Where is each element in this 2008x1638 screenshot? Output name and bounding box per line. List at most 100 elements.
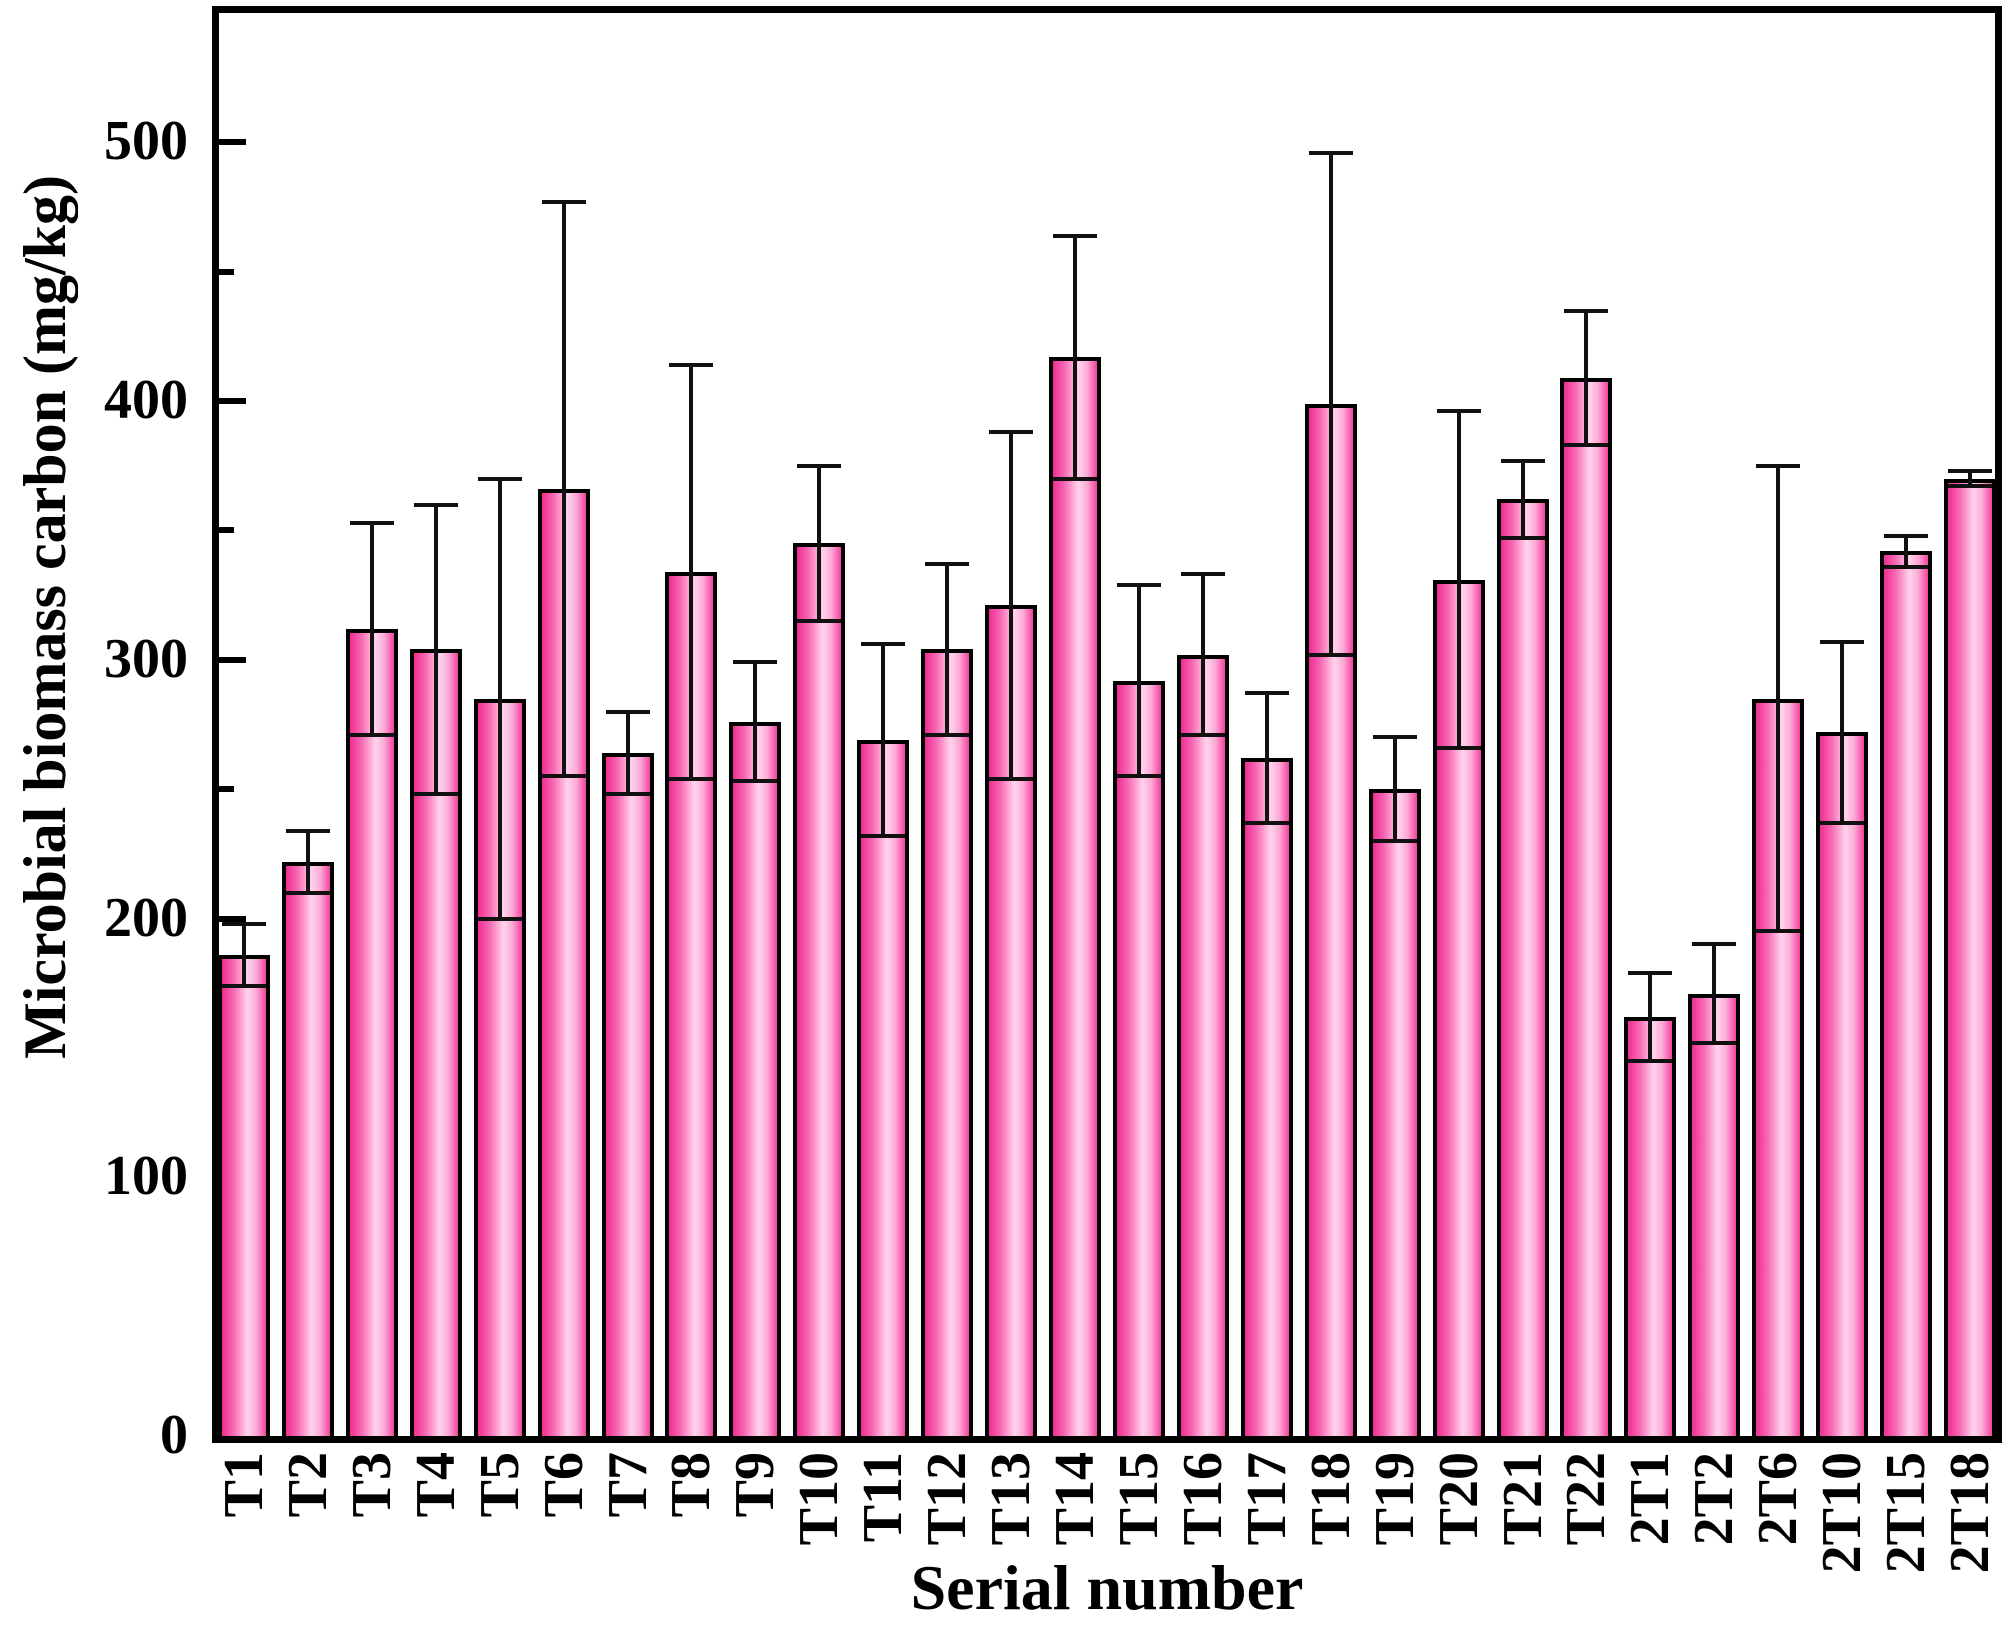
x-tick-label: T13 — [980, 1452, 1043, 1546]
y-major-tick — [219, 915, 246, 922]
bar — [1112, 680, 1165, 1436]
y-tick-label: 100 — [104, 1145, 188, 1208]
x-tick-label: T14 — [1044, 1452, 1107, 1546]
y-tick-label: 300 — [104, 627, 188, 690]
x-tick-label: T22 — [1555, 1452, 1618, 1546]
bar-error-cap-bottom — [925, 732, 970, 737]
bar — [1688, 993, 1741, 1436]
bar-error-line — [881, 644, 886, 836]
y-major-tick — [219, 139, 246, 146]
bar-error-cap-top — [221, 921, 266, 926]
x-tick-label: T4 — [404, 1452, 467, 1518]
bar-error-cap-top — [541, 199, 586, 204]
bar-error-line — [753, 662, 758, 782]
x-tick-label: T3 — [340, 1452, 403, 1518]
bar-error-cap-bottom — [1500, 536, 1545, 541]
bar-error-cap-top — [1628, 970, 1673, 975]
bar-error-line — [1264, 693, 1269, 823]
bar-error-cap-bottom — [1053, 476, 1098, 481]
bar-error-cap-top — [1053, 233, 1098, 238]
x-tick-label: T10 — [788, 1452, 851, 1546]
bar-error-cap-top — [413, 502, 458, 507]
y-minor-tick — [219, 527, 234, 534]
x-tick-label: T11 — [852, 1452, 915, 1543]
x-tick-label: 2T1 — [1619, 1452, 1682, 1546]
y-tick-label: 0 — [160, 1404, 188, 1466]
bar — [1560, 377, 1613, 1436]
bar-error-cap-top — [733, 660, 778, 665]
x-tick-label: T8 — [660, 1452, 723, 1518]
bar-error-line — [1584, 310, 1589, 446]
bar-error-line — [1073, 235, 1078, 479]
bar — [345, 628, 398, 1436]
bar-error-cap-bottom — [861, 833, 906, 838]
x-tick-label: T7 — [596, 1452, 659, 1518]
bar-error-cap-bottom — [605, 792, 650, 797]
y-major-tick — [219, 398, 246, 405]
bar-error-cap-bottom — [477, 916, 522, 921]
bar-error-cap-bottom — [1180, 732, 1225, 737]
bar-error-cap-top — [605, 709, 650, 714]
bar-error-cap-top — [1564, 308, 1609, 313]
x-tick-label: T6 — [532, 1452, 595, 1518]
bar-error-line — [241, 923, 246, 986]
bar-error-cap-top — [349, 520, 394, 525]
bar-error-line — [1840, 641, 1845, 823]
bar-error-cap-top — [1884, 533, 1929, 538]
bar-error-cap-top — [1244, 691, 1289, 696]
bar-error-cap-top — [669, 362, 714, 367]
bar — [1624, 1016, 1677, 1436]
bar-error-cap-top — [861, 642, 906, 647]
y-major-tick — [219, 656, 246, 663]
x-tick-label: T2 — [276, 1452, 339, 1518]
bar-error-cap-top — [1948, 468, 1993, 473]
bar — [473, 698, 526, 1436]
x-tick-label: T1 — [212, 1452, 275, 1518]
x-tick-label: T18 — [1299, 1452, 1362, 1546]
bar-error-cap-bottom — [1756, 929, 1801, 934]
bar-error-cap-bottom — [797, 619, 842, 623]
bar-error-cap-bottom — [1884, 564, 1929, 569]
bar-error-cap-bottom — [1116, 774, 1161, 779]
x-tick-label: T19 — [1363, 1452, 1426, 1546]
bar-error-line — [1456, 411, 1461, 748]
bar — [1176, 654, 1229, 1436]
y-minor-tick — [219, 268, 234, 275]
x-tick-label: T21 — [1491, 1452, 1554, 1546]
x-tick-label: T15 — [1107, 1452, 1170, 1546]
bar-error-cap-top — [1820, 639, 1865, 644]
bar — [1944, 478, 1997, 1436]
y-tick-label: 200 — [104, 886, 188, 949]
bar-error-line — [625, 711, 630, 795]
bar-error-line — [305, 830, 310, 893]
y-tick-label: 400 — [104, 369, 188, 432]
bar — [1049, 357, 1102, 1436]
bar-error-cap-top — [285, 828, 330, 833]
bar-error-cap-bottom — [733, 779, 778, 784]
y-tick-label: 500 — [104, 110, 188, 173]
bar — [729, 721, 782, 1436]
bar-error-cap-bottom — [413, 792, 458, 797]
bar-error-cap-bottom — [1372, 838, 1417, 843]
bar-error-cap-bottom — [221, 983, 266, 988]
x-tick-label: T5 — [468, 1452, 531, 1518]
bar-error-line — [369, 522, 374, 735]
bar-error-line — [817, 465, 822, 621]
bar-error-line — [1200, 574, 1205, 735]
bar-error-cap-bottom — [669, 776, 714, 781]
bar-error-cap-bottom — [541, 774, 586, 779]
bar — [217, 954, 270, 1436]
bar-error-line — [1392, 737, 1397, 841]
bar — [1816, 732, 1869, 1436]
bar — [857, 740, 910, 1436]
bar-error-cap-top — [1372, 735, 1417, 740]
bar-error-line — [945, 564, 950, 735]
bar-error-cap-top — [477, 476, 522, 481]
bar-error-cap-bottom — [285, 890, 330, 895]
x-tick-label: T12 — [916, 1452, 979, 1546]
bar — [793, 543, 846, 1436]
bar-error-cap-top — [797, 463, 842, 468]
bar — [601, 752, 654, 1436]
bar-error-cap-top — [925, 562, 970, 567]
